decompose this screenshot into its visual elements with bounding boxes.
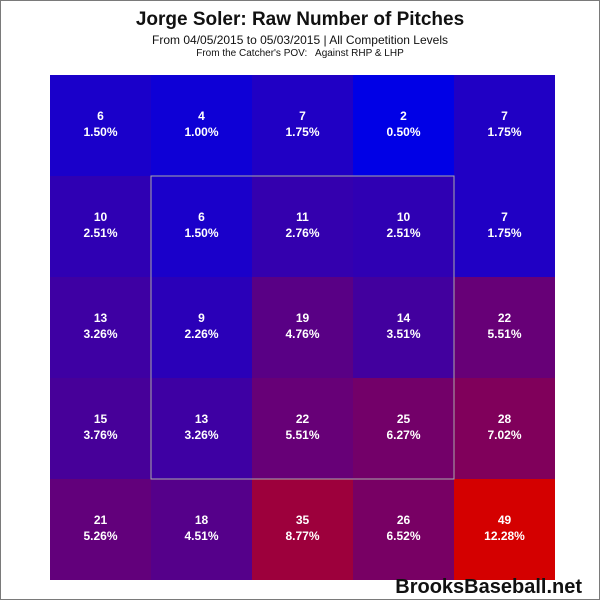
cell-percent-label: 1.75% [487, 226, 521, 240]
cell-count-label: 49 [498, 513, 512, 527]
cell-count-label: 22 [498, 311, 512, 325]
cell-percent-label: 3.26% [83, 327, 117, 341]
cell-percent-label: 3.26% [184, 428, 218, 442]
cell-percent-label: 7.02% [487, 428, 521, 442]
heatmap-cell-r5-c5 [454, 479, 555, 580]
heatmap-cell-r4-c4 [353, 378, 454, 479]
cell-count-label: 6 [97, 109, 104, 123]
heatmap-cell-r3-c5 [454, 277, 555, 378]
cell-count-label: 15 [94, 412, 108, 426]
cell-count-label: 11 [296, 210, 309, 224]
cell-count-label: 13 [94, 311, 108, 325]
cell-count-label: 14 [397, 311, 411, 325]
cell-percent-label: 1.75% [487, 125, 521, 139]
heatmap-cell-r3-c3 [252, 277, 353, 378]
heatmap-cell-r4-c1 [50, 378, 151, 479]
heatmap-cell-r5-c2 [151, 479, 252, 580]
strike-zone-outline [150, 175, 455, 480]
heatmap-cell-r3-c2 [151, 277, 252, 378]
heatmap-cell-r5-c3 [252, 479, 353, 580]
heatmap-cell-r3-c4 [353, 277, 454, 378]
cell-percent-label: 3.51% [386, 327, 420, 341]
cell-percent-label: 2.26% [184, 327, 218, 341]
cell-count-label: 7 [501, 210, 508, 224]
cell-percent-label: 1.50% [184, 226, 218, 240]
heatmap-cell-r2-c3 [252, 176, 353, 277]
heatmap-cell-r2-c4 [353, 176, 454, 277]
cell-percent-label: 3.76% [83, 428, 117, 442]
cell-count-label: 2 [400, 109, 407, 123]
heatmap-cell-r5-c4 [353, 479, 454, 580]
cell-count-label: 18 [195, 513, 209, 527]
chart-subtitle-pov: From the Catcher's POV: Against RHP & LH… [196, 48, 404, 59]
cell-percent-label: 8.77% [285, 529, 319, 543]
cell-percent-label: 5.26% [83, 529, 117, 543]
cell-percent-label: 2.51% [386, 226, 420, 240]
heatmap-cell-r3-c1 [50, 277, 151, 378]
chart-title: Jorge Soler: Raw Number of Pitches [135, 9, 465, 30]
heatmap-cell-r4-c2 [151, 378, 252, 479]
heatmap-cell-r4-c5 [454, 378, 555, 479]
cell-percent-label: 0.50% [386, 125, 420, 139]
cell-count-label: 22 [296, 412, 310, 426]
cell-count-label: 19 [296, 311, 310, 325]
heatmap-cell-r2-c5 [454, 176, 555, 277]
heatmap-cell-r1-c2 [151, 75, 252, 176]
cell-count-label: 10 [397, 210, 411, 224]
cell-percent-label: 5.51% [285, 428, 319, 442]
cell-percent-label: 5.51% [487, 327, 521, 341]
cell-percent-label: 1.50% [83, 125, 117, 139]
heatmap-cell-r2-c2 [151, 176, 252, 277]
heatmap-cell-r1-c3 [252, 75, 353, 176]
cell-percent-label: 6.52% [386, 529, 420, 543]
cell-count-label: 4 [198, 109, 205, 123]
heatmap-cell-r5-c1 [50, 479, 151, 580]
cell-count-label: 7 [501, 109, 508, 123]
cell-count-label: 35 [296, 513, 310, 527]
cell-percent-label: 2.76% [285, 226, 319, 240]
cell-percent-label: 4.76% [285, 327, 319, 341]
cell-count-label: 28 [498, 412, 512, 426]
brooksbaseball-watermark: BrooksBaseball.net [395, 576, 582, 598]
cell-percent-label: 12.28% [484, 529, 525, 543]
cell-percent-label: 2.51% [83, 226, 117, 240]
cell-count-label: 25 [397, 412, 411, 426]
chart-subtitle: From 04/05/2015 to 05/03/2015 | All Comp… [152, 33, 448, 47]
heatmap-cell-r2-c1 [50, 176, 151, 277]
cell-count-label: 10 [94, 210, 108, 224]
cell-count-label: 6 [198, 210, 205, 224]
heatmap-cell-r4-c3 [252, 378, 353, 479]
heatmap-cell-r1-c4 [353, 75, 454, 176]
cell-count-label: 13 [195, 412, 209, 426]
cell-percent-label: 1.75% [285, 125, 319, 139]
cell-count-label: 26 [397, 513, 411, 527]
heatmap-cell-r1-c1 [50, 75, 151, 176]
cell-count-label: 7 [299, 109, 306, 123]
cell-percent-label: 4.51% [184, 529, 218, 543]
cell-count-label: 21 [94, 513, 108, 527]
cell-count-label: 9 [198, 311, 205, 325]
cell-percent-label: 6.27% [386, 428, 420, 442]
cell-percent-label: 1.00% [184, 125, 218, 139]
heatmap-cell-r1-c5 [454, 75, 555, 176]
